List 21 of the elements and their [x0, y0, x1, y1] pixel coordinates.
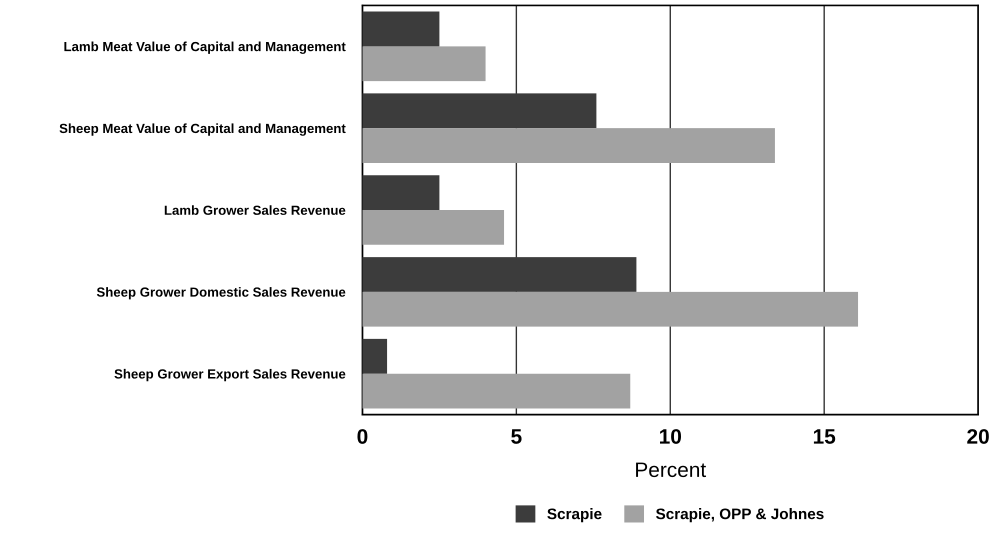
legend-label: Scrapie, OPP & Johnes — [656, 508, 824, 522]
x-tick-label: 0 — [357, 429, 368, 444]
y-tick-label: Lamb Meat Value of Capital and Management — [64, 42, 346, 54]
x-tick-label: 5 — [511, 429, 522, 444]
bar — [362, 338, 388, 374]
x-axis-title: Percent — [636, 462, 706, 478]
bar — [362, 46, 486, 82]
y-tick-label: Sheep Grower Export Sales Revenue — [114, 368, 346, 382]
bar — [362, 292, 858, 327]
legend-label: Scrapie — [547, 508, 602, 522]
bar — [362, 374, 630, 408]
x-tick-label: 15 — [814, 429, 836, 444]
bar — [362, 175, 440, 210]
y-tick-label: Sheep Grower Domestic Sales Revenue — [96, 287, 346, 300]
x-tick-label: 10 — [660, 429, 682, 444]
x-tick-label: 20 — [967, 429, 989, 444]
bar — [362, 210, 504, 245]
bar — [362, 128, 775, 163]
bar — [362, 12, 440, 46]
y-tick-label: Lamb Grower Sales Revenue — [164, 205, 346, 215]
y-tick-label: Sheep Meat Value of Capital and Management — [60, 123, 346, 136]
